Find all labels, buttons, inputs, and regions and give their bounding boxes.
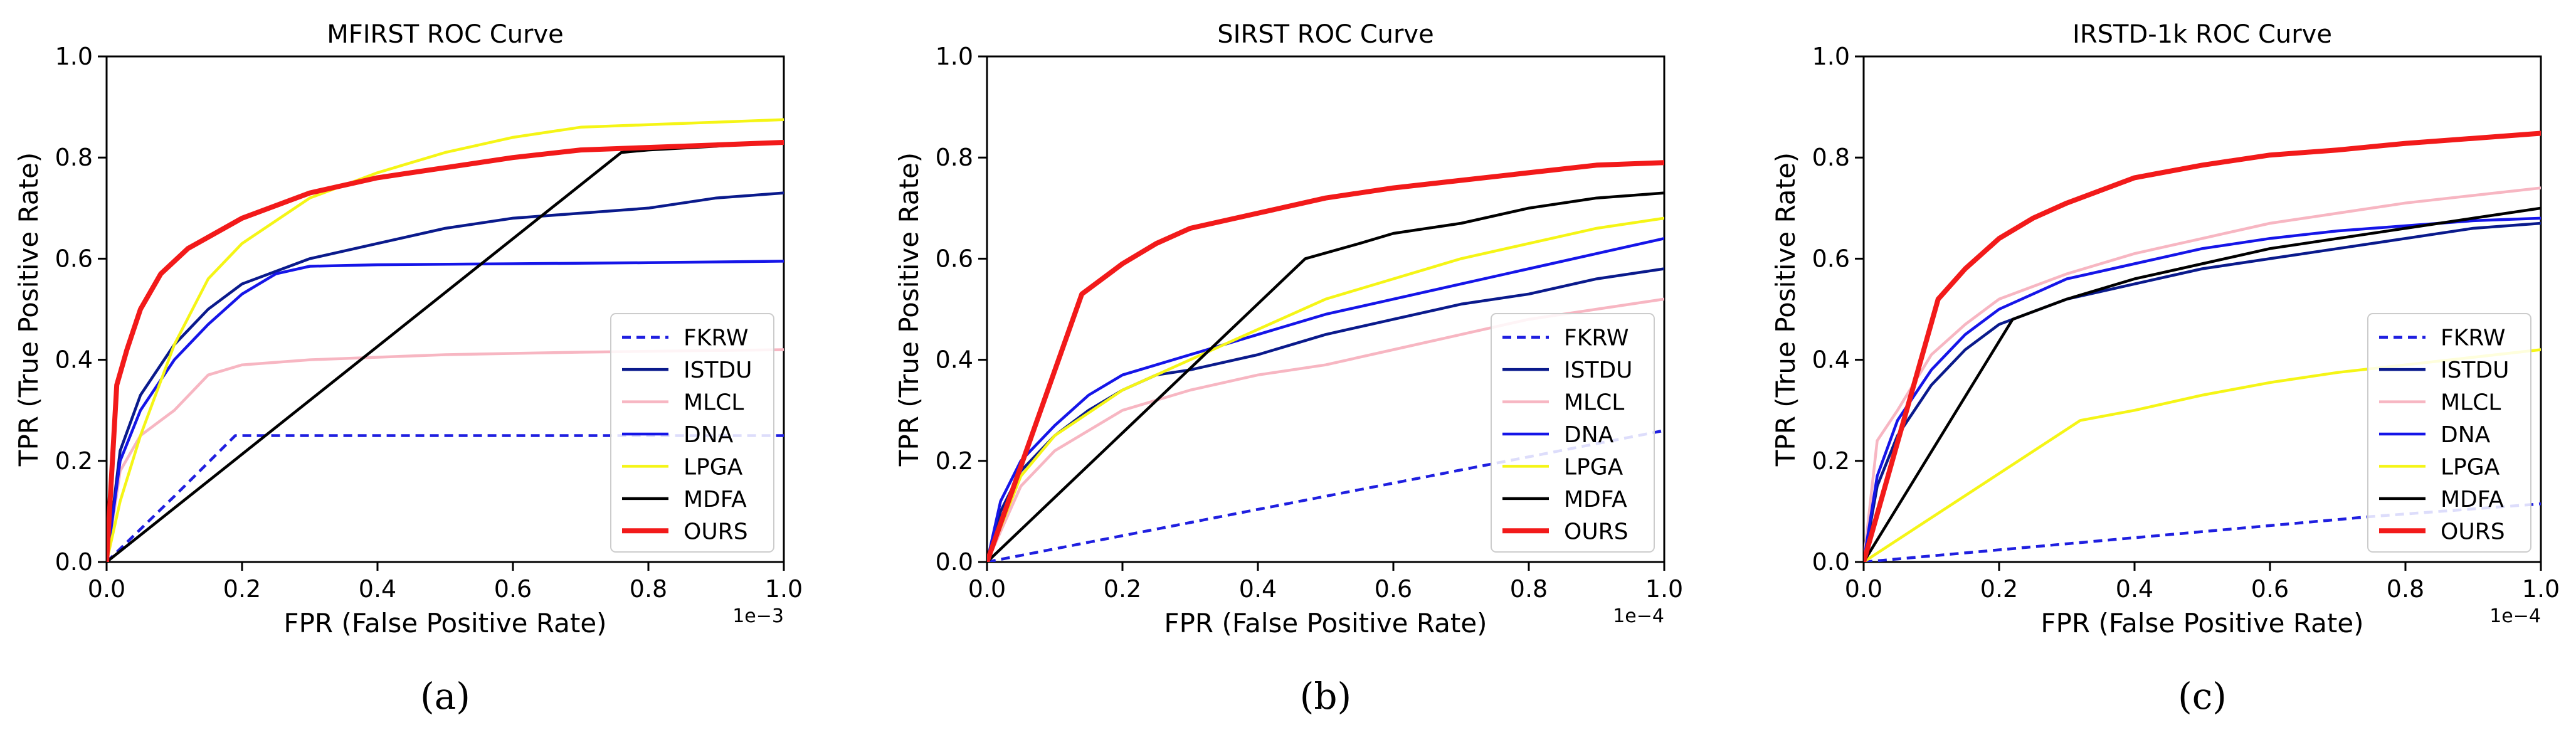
legend-label-mlcl: MLCL: [2441, 390, 2501, 416]
series-line-mdfa: [987, 191, 1664, 562]
x-exponent-label: 1e−4: [1613, 605, 1664, 627]
legend-label-dna: DNA: [2441, 422, 2491, 448]
x-tick-label: 0.4: [359, 575, 396, 603]
axes-frame: [105, 55, 785, 563]
y-tick-label: 1.0: [1812, 43, 1850, 70]
x-axis-label: FPR (False Positive Rate): [1164, 608, 1487, 639]
x-exponent-label: 1e−3: [732, 605, 784, 627]
legend-label-ours: OURS: [1564, 519, 1628, 544]
axes-frame: [986, 55, 1665, 563]
y-tick-label: 0.6: [55, 245, 93, 272]
y-tick-label: 0.8: [55, 144, 93, 171]
x-tick-label: 0.6: [494, 575, 532, 603]
legend-box: [610, 313, 774, 553]
legend-box: [1491, 313, 1655, 553]
subfigure-caption: (a): [420, 675, 470, 718]
x-axis-label: FPR (False Positive Rate): [283, 608, 606, 639]
series-line-istdu: [107, 191, 784, 562]
y-tick-label: 0.6: [1812, 245, 1850, 272]
legend-box: [2367, 313, 2531, 553]
x-tick-label: 0.8: [2387, 575, 2424, 603]
x-tick-label: 0.6: [1375, 575, 1412, 603]
legend-label-lpga: LPGA: [1564, 454, 1623, 480]
y-tick-label: 0.2: [55, 447, 93, 475]
x-exponent-label: 1e−4: [2489, 605, 2541, 627]
legend-label-mlcl: MLCL: [1564, 390, 1624, 416]
axes-frame: [1862, 55, 2542, 563]
chart-panel-1: SIRST ROC Curve 0.0 0.2 0.4 0.6 0.8 1.0 0.0 0.2 0…: [894, 20, 1683, 718]
series-line-lpga: [987, 216, 1664, 562]
y-tick-label: 0.4: [55, 346, 93, 374]
series-line-lpga: [107, 118, 784, 562]
legend-label-dna: DNA: [1564, 422, 1614, 448]
chart-panel-2: IRSTD-1k ROC Curve 0.0 0.2 0.4 0.6 0.8 1.0 0.0 0…: [1770, 20, 2560, 718]
y-tick-label: 0.4: [936, 346, 973, 374]
y-tick-label: 0.8: [1812, 144, 1850, 171]
legend-label-mdfa: MDFA: [2441, 487, 2504, 512]
x-tick-label: 0.8: [630, 575, 667, 603]
series-line-mlcl: [107, 348, 784, 562]
legend-label-istdu: ISTDU: [2441, 358, 2510, 383]
series-line-fkrw: [107, 434, 784, 562]
series-line-dna: [1864, 216, 2541, 562]
x-tick-label: 1.0: [765, 575, 803, 603]
x-tick-label: 0.8: [1510, 575, 1548, 603]
legend-label-mdfa: MDFA: [1564, 487, 1627, 512]
x-tick-label: 1.0: [1645, 575, 1683, 603]
y-axis-label: TPR (True Positive Rate): [13, 152, 44, 467]
legend: FKRW ISTDU MLCL DNA LPGA MDFA OURS: [610, 313, 774, 553]
chart-title: IRSTD-1k ROC Curve: [2072, 20, 2332, 49]
legend-label-lpga: LPGA: [684, 454, 743, 480]
y-tick-label: 0.0: [936, 548, 973, 576]
y-tick-label: 1.0: [936, 43, 973, 70]
legend-label-dna: DNA: [684, 422, 734, 448]
y-axis-label: TPR (True Positive Rate): [894, 152, 924, 467]
chart-panel-0: MFIRST ROC Curve 0.0 0.2 0.4 0.6 0.8 1.0 0.0 0.2…: [13, 20, 803, 718]
y-tick-label: 0.0: [55, 548, 93, 576]
x-tick-label: 0.2: [223, 575, 261, 603]
y-tick-label: 0.2: [936, 447, 973, 475]
legend-label-mlcl: MLCL: [684, 390, 744, 416]
x-tick-label: 1.0: [2522, 575, 2560, 603]
legend: FKRW ISTDU MLCL DNA LPGA MDFA OURS: [2367, 313, 2531, 553]
x-tick-label: 0.2: [1980, 575, 2018, 603]
y-tick-label: 0.2: [1812, 447, 1850, 475]
legend: FKRW ISTDU MLCL DNA LPGA MDFA OURS: [1491, 313, 1655, 553]
series-line-ours: [987, 160, 1664, 562]
y-tick-label: 0.4: [1812, 346, 1850, 374]
legend-label-ours: OURS: [2441, 519, 2505, 544]
chart-title: MFIRST ROC Curve: [327, 20, 564, 49]
y-tick-label: 0.0: [1812, 548, 1850, 576]
x-tick-label: 0.0: [1845, 575, 1882, 603]
x-tick-label: 0.2: [1104, 575, 1141, 603]
subfigure-caption: (b): [1300, 675, 1351, 718]
x-tick-label: 0.0: [968, 575, 1006, 603]
series-line-ours: [107, 140, 784, 562]
x-axis-label: FPR (False Positive Rate): [2040, 608, 2363, 639]
y-tick-label: 0.8: [936, 144, 973, 171]
series-line-mlcl: [1864, 186, 2541, 562]
y-axis-label: TPR (True Positive Rate): [1770, 152, 1801, 467]
legend-label-ours: OURS: [684, 519, 748, 544]
x-tick-label: 0.4: [2116, 575, 2153, 603]
legend-label-fkrw: FKRW: [2441, 326, 2505, 351]
y-tick-label: 1.0: [55, 43, 93, 70]
series-line-ours: [1864, 130, 2541, 562]
chart-title: SIRST ROC Curve: [1217, 20, 1433, 49]
legend-label-fkrw: FKRW: [1564, 326, 1628, 351]
subfigure-caption: (c): [2178, 675, 2227, 718]
y-tick-label: 0.6: [936, 245, 973, 272]
series-line-dna: [107, 260, 784, 562]
series-line-mdfa: [1864, 206, 2541, 562]
legend-label-fkrw: FKRW: [684, 326, 748, 351]
x-tick-label: 0.6: [2251, 575, 2289, 603]
legend-label-istdu: ISTDU: [684, 358, 752, 383]
x-tick-label: 0.0: [88, 575, 125, 603]
x-tick-label: 0.4: [1239, 575, 1277, 603]
legend-label-lpga: LPGA: [2441, 454, 2500, 480]
legend-label-mdfa: MDFA: [684, 487, 747, 512]
legend-label-istdu: ISTDU: [1564, 358, 1633, 383]
